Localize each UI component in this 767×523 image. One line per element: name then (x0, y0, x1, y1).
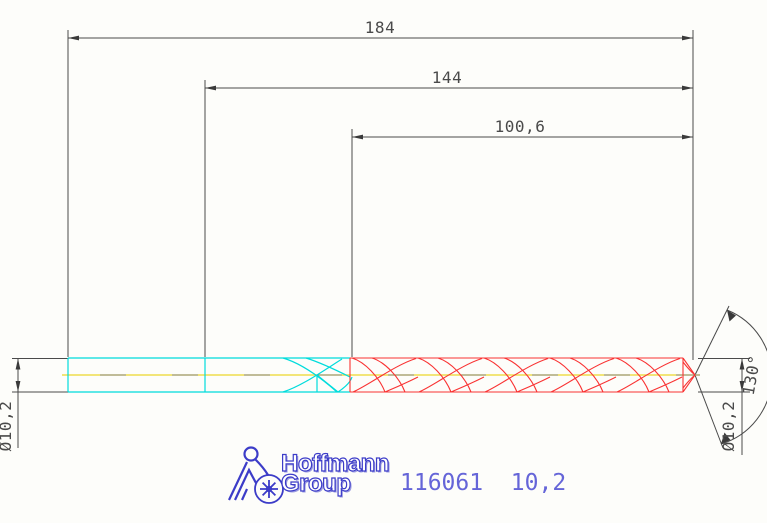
dim-flute-length-label: 100,6 (495, 117, 546, 136)
drill-flutes-outline (349, 357, 696, 393)
brand-line-group: Group (280, 470, 351, 497)
brand-line-hoffmann: Hoffmann (280, 450, 390, 477)
brand-wordmark: Hoffmann Group (280, 450, 390, 497)
person-body-icon (228, 461, 248, 501)
dim-overall-length-label: 184 (365, 18, 395, 37)
dim-diameter-right-label: Ø10,2 (719, 401, 738, 452)
drill-shank-outline (67, 357, 353, 393)
person-head-icon (243, 446, 259, 462)
dimension-lines (12, 30, 767, 455)
part-number-label: 116061 10,2 (400, 470, 567, 496)
dim-point-angle-label: 130° (739, 353, 765, 396)
dimension-arrowheads (15, 35, 745, 444)
dim-diameter-left-label: Ø10,2 (0, 401, 15, 452)
dim-length-to-neck-label: 144 (432, 68, 462, 87)
star-wheel-icon (254, 474, 284, 504)
hoffmann-logo-icon (228, 446, 284, 504)
